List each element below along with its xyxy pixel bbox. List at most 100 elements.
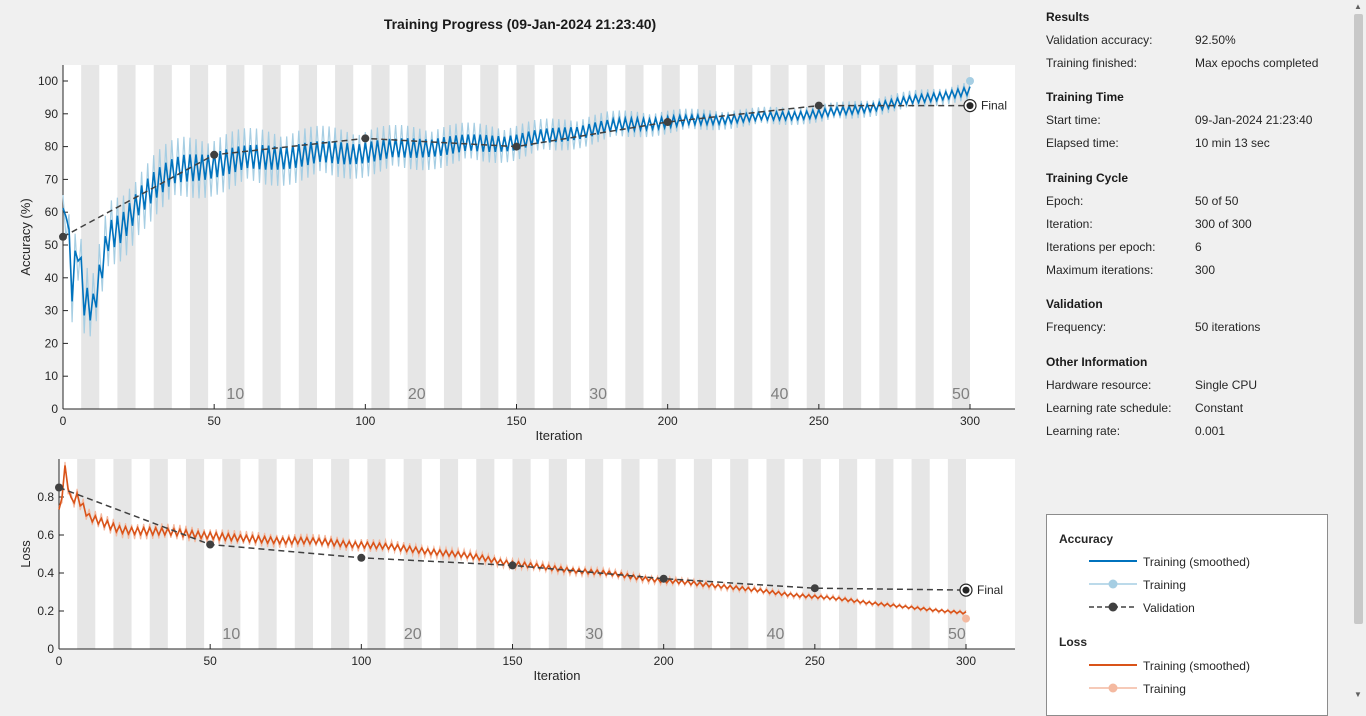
epoch-band bbox=[621, 459, 640, 649]
epoch-band bbox=[661, 65, 680, 409]
epoch-band bbox=[149, 459, 168, 649]
validation-accuracy-value: 92.50% bbox=[1195, 33, 1236, 47]
y-tick-label: 0 bbox=[47, 642, 54, 656]
epoch-label: 30 bbox=[585, 626, 603, 643]
epoch-band bbox=[480, 65, 499, 409]
epoch-band bbox=[802, 459, 821, 649]
validation-point bbox=[512, 142, 521, 151]
start-time-label: Start time: bbox=[1046, 113, 1101, 127]
epoch-band bbox=[766, 459, 785, 649]
legend-loss-smoothed: Training (smoothed) bbox=[1143, 659, 1250, 673]
final-marker-dot bbox=[962, 586, 970, 594]
legend-accuracy-heading: Accuracy bbox=[1059, 532, 1114, 546]
validation-point bbox=[810, 584, 819, 593]
validation-point bbox=[59, 232, 67, 241]
epoch-band bbox=[951, 65, 970, 409]
scroll-up-icon[interactable]: ▲ bbox=[1354, 2, 1362, 11]
epoch-band bbox=[947, 459, 966, 649]
epoch-band bbox=[548, 459, 567, 649]
epoch-band bbox=[335, 65, 354, 409]
epoch-band bbox=[516, 65, 535, 409]
epoch-band bbox=[371, 65, 390, 409]
iteration-label: Iteration: bbox=[1046, 217, 1093, 231]
elapsed-time-value: 10 min 13 sec bbox=[1195, 136, 1270, 150]
legend-loss-heading: Loss bbox=[1059, 635, 1088, 649]
epoch-band bbox=[153, 65, 172, 409]
validation-point bbox=[210, 150, 219, 159]
epoch-band bbox=[734, 65, 753, 409]
training-cycle-heading: Training Cycle bbox=[1046, 171, 1129, 185]
other-info-heading: Other Information bbox=[1046, 355, 1148, 369]
epoch-band bbox=[879, 65, 898, 409]
epoch-label: 10 bbox=[226, 386, 244, 403]
epoch-band bbox=[512, 459, 531, 649]
epoch-label: 40 bbox=[771, 386, 789, 403]
epoch-label: 10 bbox=[222, 626, 240, 643]
epoch-band bbox=[77, 459, 96, 649]
training-raw-line bbox=[58, 461, 967, 617]
epoch-value: 50 of 50 bbox=[1195, 194, 1239, 208]
y-tick-label: 50 bbox=[45, 238, 59, 252]
x-tick-label: 200 bbox=[654, 654, 674, 668]
x-tick-label: 50 bbox=[207, 414, 221, 428]
accuracy-plot: 10 20 30 40 50 0 50 100 150 200 250 300 0 10 20 30 40 50 6… bbox=[18, 65, 1015, 443]
epoch-band bbox=[875, 459, 894, 649]
y-tick-label: 0.4 bbox=[37, 566, 54, 580]
final-marker-dot bbox=[966, 102, 974, 110]
training-finished-value: Max epochs completed bbox=[1195, 56, 1319, 70]
final-label: Final bbox=[981, 99, 1007, 113]
epoch-label: 50 bbox=[948, 626, 966, 643]
training-finished-label: Training finished: bbox=[1046, 56, 1137, 70]
epoch-band bbox=[806, 65, 825, 409]
x-tick-label: 250 bbox=[805, 654, 825, 668]
y-tick-label: 80 bbox=[45, 140, 59, 154]
maximum-iterations-label: Maximum iterations: bbox=[1046, 263, 1154, 277]
iterations-per-epoch-label: Iterations per epoch: bbox=[1046, 240, 1156, 254]
epoch-label: Epoch: bbox=[1046, 194, 1084, 208]
validation-point bbox=[814, 101, 823, 110]
learning-rate-value: 0.001 bbox=[1195, 424, 1226, 438]
legend-loss-smoothed-swatch bbox=[1089, 664, 1137, 666]
y-tick-label: 0.2 bbox=[37, 604, 54, 618]
x-tick-label: 200 bbox=[658, 414, 678, 428]
epoch-band bbox=[552, 65, 571, 409]
validation-heading: Validation bbox=[1046, 297, 1103, 311]
epoch-band bbox=[439, 459, 459, 649]
legend-acc-smoothed: Training (smoothed) bbox=[1143, 555, 1250, 569]
epoch-band bbox=[915, 65, 934, 409]
epoch-band bbox=[589, 65, 608, 409]
validation-point bbox=[361, 134, 370, 143]
learning-rate-label: Learning rate: bbox=[1046, 424, 1121, 438]
y-axis-label: Loss bbox=[18, 540, 33, 568]
y-tick-label: 10 bbox=[45, 369, 59, 383]
scroll-down-icon[interactable]: ▼ bbox=[1354, 690, 1362, 699]
legend-box: Accuracy Training (smoothed) Training Va… bbox=[1046, 514, 1328, 716]
y-tick-label: 100 bbox=[38, 74, 58, 88]
epoch-band bbox=[585, 459, 604, 649]
y-tick-label: 40 bbox=[45, 271, 59, 285]
epoch-label: 20 bbox=[404, 626, 422, 643]
epoch-band bbox=[730, 459, 749, 649]
validation-point bbox=[663, 118, 672, 126]
y-tick-label: 0.6 bbox=[37, 528, 54, 542]
validation-point bbox=[206, 540, 215, 549]
legend-acc-training: Training bbox=[1143, 578, 1186, 592]
epoch-band bbox=[911, 459, 930, 649]
start-time-value: 09-Jan-2024 21:23:40 bbox=[1195, 113, 1313, 127]
epoch-label: 20 bbox=[408, 386, 426, 403]
epoch-band bbox=[367, 459, 386, 649]
legend-loss-training-swatch bbox=[1089, 683, 1137, 693]
epoch-band bbox=[258, 459, 277, 649]
y-tick-label: 70 bbox=[45, 172, 59, 186]
vertical-scrollbar[interactable]: ▲ ▼ bbox=[1351, 0, 1366, 705]
y-tick-label: 60 bbox=[45, 205, 59, 219]
frequency-label: Frequency: bbox=[1046, 320, 1107, 334]
legend-acc-validation-swatch bbox=[1089, 602, 1137, 612]
x-tick-label: 100 bbox=[355, 414, 375, 428]
x-tick-label: 0 bbox=[60, 414, 67, 428]
legend-acc-training-swatch bbox=[1089, 579, 1137, 589]
x-tick-label: 100 bbox=[351, 654, 371, 668]
epoch-band bbox=[222, 459, 241, 649]
scroll-thumb[interactable] bbox=[1354, 14, 1363, 624]
epoch-band bbox=[476, 459, 495, 649]
